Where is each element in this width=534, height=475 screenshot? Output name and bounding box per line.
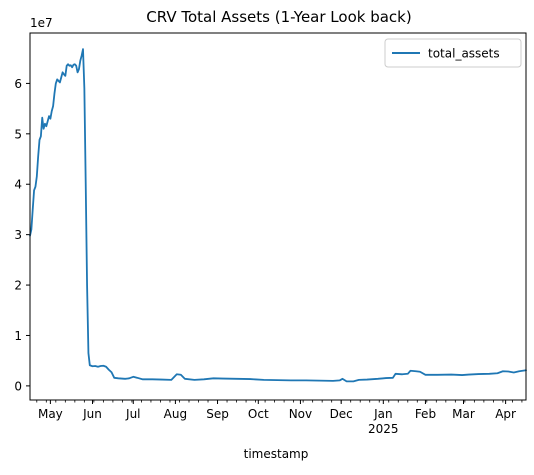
x-tick-label: Dec [330,407,353,421]
x-tick-label: Feb [415,407,436,421]
series-line-total_assets [29,48,527,383]
y-axis-ticks: 0 1 2 3 4 5 6 [14,77,30,393]
x-tick-label: Oct [248,407,269,421]
y-tick-label: 5 [14,127,22,141]
x-tick-label: Sep [206,407,229,421]
plot-frame [29,32,527,401]
legend-box [384,38,522,68]
x-tick-label: May [38,407,63,421]
x-tick-label: Jul [125,407,140,421]
x-tick-label: Apr [495,407,516,421]
plot-series [29,48,527,383]
chart-title: CRV Total Assets (1-Year Look back) [146,8,411,26]
x-tick-label: Jan [373,407,393,421]
x-axis-label: timestamp [244,447,309,461]
y-tick-label: 3 [14,228,22,242]
x-tick-label: Mar [452,407,475,421]
x-tick-sublabel: 2025 [368,422,399,436]
y-tick-label: 4 [14,178,22,192]
y-axis-offset-label: 1e7 [30,16,53,30]
x-tick-label: Aug [164,407,187,421]
legend: total_assets [384,38,522,68]
legend-label: total_assets [428,47,500,61]
y-tick-label: 6 [14,77,22,91]
x-tick-label: Jun [82,407,102,421]
y-tick-label: 1 [14,329,22,343]
y-tick-label: 2 [14,279,22,293]
y-tick-label: 0 [14,379,22,393]
x-tick-label: Nov [289,407,312,421]
